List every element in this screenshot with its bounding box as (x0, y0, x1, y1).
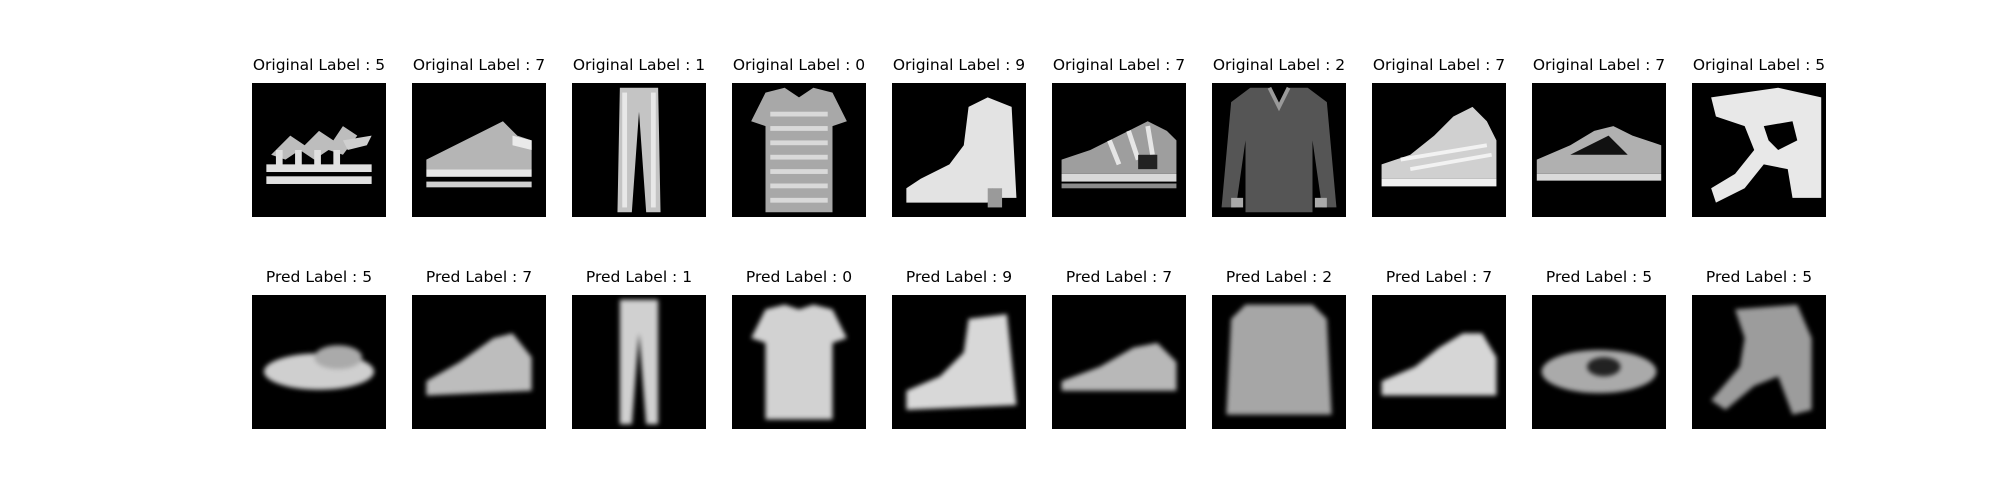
original-label: Original Label : 9 (892, 56, 1026, 74)
sandal-icon (252, 295, 386, 429)
trouser-icon (572, 83, 706, 217)
original-label: Original Label : 1 (572, 56, 706, 74)
pred-label: Pred Label : 7 (1385, 268, 1493, 286)
pred-label: Pred Label : 7 (425, 268, 533, 286)
tshirt-icon (732, 295, 866, 429)
pred-label: Pred Label : 9 (905, 268, 1013, 286)
sneaker-icon (412, 83, 546, 217)
pred-label: Pred Label : 5 (1705, 268, 1813, 286)
pred-label: Pred Label : 0 (745, 268, 853, 286)
pullover-icon (1212, 83, 1346, 217)
original-label: Original Label : 7 (1372, 56, 1506, 74)
pred-label: Pred Label : 5 (265, 268, 373, 286)
pullover-icon (1212, 295, 1346, 429)
pred-label: Pred Label : 7 (1065, 268, 1173, 286)
sneaker-icon (1532, 295, 1666, 429)
original-label: Original Label : 7 (1052, 56, 1186, 74)
original-label: Original Label : 2 (1212, 56, 1346, 74)
sandal-icon (1692, 295, 1826, 429)
trouser-icon (572, 295, 706, 429)
sneaker-icon (1052, 83, 1186, 217)
pred-label: Pred Label : 2 (1225, 268, 1333, 286)
original-label: Original Label : 5 (252, 56, 386, 74)
sneaker-icon (412, 295, 546, 429)
ankle-boot-icon (892, 83, 1026, 217)
original-label: Original Label : 5 (1692, 56, 1826, 74)
pred-label: Pred Label : 1 (585, 268, 693, 286)
original-label: Original Label : 7 (1532, 56, 1666, 74)
sandal-icon (1692, 83, 1826, 217)
sneaker-icon (1372, 295, 1506, 429)
sneaker-icon (1372, 83, 1506, 217)
sandal-icon (252, 83, 386, 217)
sneaker-icon (1532, 83, 1666, 217)
pred-label: Pred Label : 5 (1545, 268, 1653, 286)
sneaker-icon (1052, 295, 1186, 429)
original-label: Original Label : 0 (732, 56, 866, 74)
ankle-boot-icon (892, 295, 1026, 429)
tshirt-icon (732, 83, 866, 217)
original-label: Original Label : 7 (412, 56, 546, 74)
